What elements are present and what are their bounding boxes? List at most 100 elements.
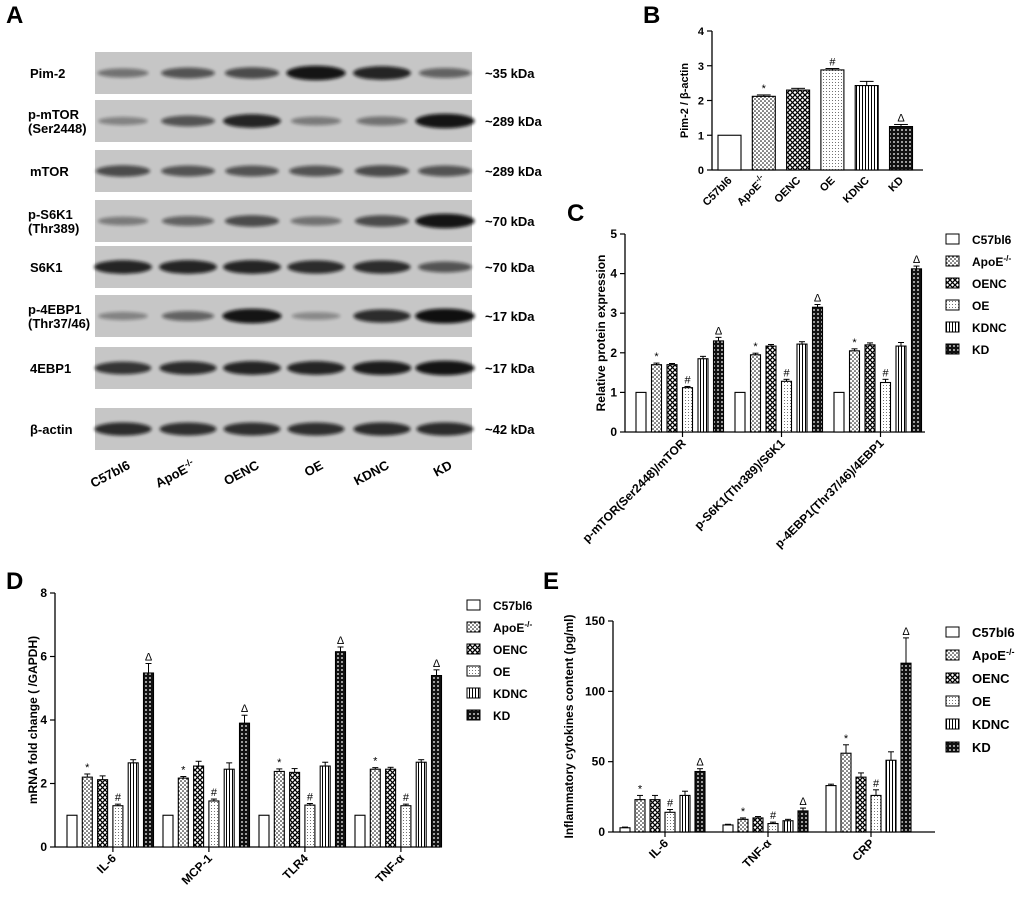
significance-mark: Δ	[145, 651, 153, 663]
blot-band	[418, 67, 472, 79]
y-tick-label: 5	[610, 227, 617, 241]
legend-swatch	[466, 709, 481, 721]
blot-band	[161, 215, 215, 227]
bar	[650, 364, 663, 433]
bar	[177, 777, 189, 848]
bar	[66, 814, 78, 848]
legend-swatch	[945, 695, 960, 707]
blot-band	[353, 422, 411, 436]
significance-mark: *	[741, 806, 746, 818]
y-tick-label: 0	[598, 825, 605, 839]
bar	[751, 95, 776, 171]
bar	[369, 768, 381, 848]
blot-band	[356, 116, 408, 126]
y-tick-label: 1	[698, 130, 704, 142]
bar	[782, 820, 794, 833]
blot-band	[224, 215, 280, 227]
bar	[334, 651, 347, 848]
blot-band	[225, 165, 279, 177]
blot-band	[289, 165, 343, 177]
bar	[634, 799, 646, 833]
bar	[223, 768, 235, 848]
blot-protein-label: p-S6K1 (Thr389)	[28, 207, 79, 236]
blot-band	[95, 165, 151, 177]
blot-band	[223, 361, 281, 375]
legend-swatch	[945, 233, 960, 245]
x-tick-label: MCP-1	[179, 851, 216, 888]
legend-swatch	[945, 343, 960, 355]
y-axis-title: Inflammatory cytokines content (pg/ml)	[562, 614, 576, 838]
y-tick-label: 150	[585, 614, 605, 628]
legend-swatch	[466, 621, 481, 633]
blot-size-label: ~289 kDa	[485, 164, 543, 179]
bar	[722, 824, 734, 833]
x-tick-label: IL-6	[646, 836, 671, 861]
legend-label: KD	[972, 740, 991, 755]
x-tick-label: CRP	[849, 836, 877, 864]
bar	[319, 765, 331, 848]
bar	[752, 817, 764, 833]
bar	[664, 811, 676, 833]
blot-band	[98, 311, 148, 321]
y-tick-label: 2	[698, 96, 704, 108]
blot-band	[161, 310, 215, 322]
blot-protein-label: mTOR	[30, 164, 69, 179]
legend-swatch	[466, 687, 481, 699]
significance-mark: *	[762, 83, 767, 95]
significance-mark: Δ	[715, 325, 723, 337]
significance-mark: Δ	[696, 757, 704, 769]
significance-mark: *	[638, 783, 643, 795]
blot-protein-label: p-mTOR (Ser2448)	[28, 107, 87, 136]
x-tick-label: KDNC	[841, 175, 872, 206]
blot-band	[352, 360, 412, 376]
bar	[888, 126, 914, 171]
significance-mark: #	[783, 367, 790, 379]
blot-band	[98, 116, 148, 126]
bar	[796, 343, 808, 433]
blot-protein-label: S6K1	[30, 260, 63, 275]
bar	[910, 268, 923, 433]
blot-band	[416, 422, 474, 436]
legend-label: OE	[972, 299, 989, 313]
bar	[289, 771, 301, 848]
significance-mark: *	[753, 341, 758, 353]
x-tick-label: OENC	[772, 175, 803, 206]
bar	[81, 776, 93, 848]
y-tick-label: 0	[40, 840, 47, 854]
bar	[193, 765, 205, 848]
significance-mark: #	[873, 778, 880, 790]
blot-band	[97, 216, 149, 226]
bar	[679, 794, 691, 833]
significance-mark: #	[829, 57, 836, 69]
blot-band	[418, 261, 472, 273]
legend-label: KD	[493, 709, 511, 723]
blot-band	[353, 309, 411, 323]
legend-label: OENC	[972, 277, 1007, 291]
y-tick-label: 6	[40, 650, 47, 664]
x-tick-label: OE	[818, 175, 838, 195]
blot-row: p-4EBP1 (Thr37/46) ~17 kDa	[28, 295, 535, 337]
significance-mark: *	[373, 756, 378, 768]
legend-label: OE	[972, 694, 991, 709]
blot-band	[161, 67, 215, 79]
significance-mark: #	[403, 792, 410, 804]
bar	[797, 810, 809, 833]
y-tick-label: 4	[40, 713, 47, 727]
legend-label: OE	[493, 665, 510, 679]
significance-mark: Δ	[433, 658, 441, 670]
legend-swatch	[945, 321, 960, 333]
blot-band	[94, 260, 152, 274]
blot-row: p-S6K1 (Thr389) ~70 kDa	[28, 200, 535, 242]
blot-band	[287, 260, 345, 274]
legend-swatch	[466, 599, 481, 611]
bar	[619, 827, 631, 833]
blot-size-label: ~70 kDa	[485, 260, 535, 275]
y-tick-label: 3	[610, 306, 617, 320]
legend-label: ApoE-/-	[972, 253, 1011, 269]
blot-band	[161, 115, 215, 127]
blot-band	[415, 213, 475, 229]
bar	[848, 350, 861, 433]
legend-label: ApoE-/-	[972, 647, 1015, 663]
